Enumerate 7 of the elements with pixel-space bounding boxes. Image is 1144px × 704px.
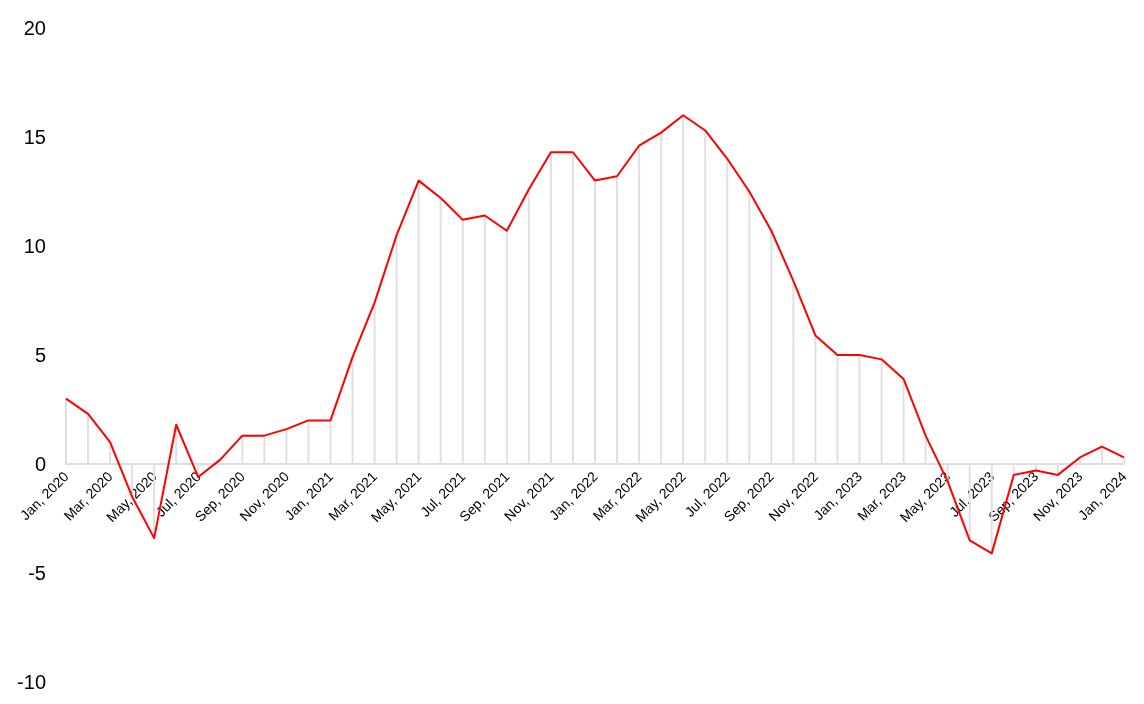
y-tick-label: 10 <box>23 235 46 257</box>
y-tick-label: 20 <box>23 17 46 39</box>
y-tick-label: -5 <box>28 562 46 584</box>
y-tick-label: 0 <box>34 453 46 475</box>
y-tick-label: 15 <box>23 126 46 148</box>
y-tick-label: -10 <box>17 671 46 693</box>
y-tick-label: 5 <box>34 344 46 366</box>
